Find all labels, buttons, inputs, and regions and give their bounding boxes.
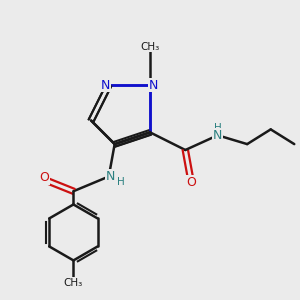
Text: N: N: [213, 129, 222, 142]
Text: H: H: [214, 123, 222, 133]
Text: O: O: [39, 172, 49, 184]
Text: N: N: [106, 170, 115, 183]
Text: CH₃: CH₃: [140, 42, 160, 52]
Text: N: N: [148, 79, 158, 92]
Text: H: H: [117, 177, 124, 188]
Text: CH₃: CH₃: [64, 278, 83, 287]
Text: N: N: [101, 79, 110, 92]
Text: O: O: [186, 176, 196, 189]
